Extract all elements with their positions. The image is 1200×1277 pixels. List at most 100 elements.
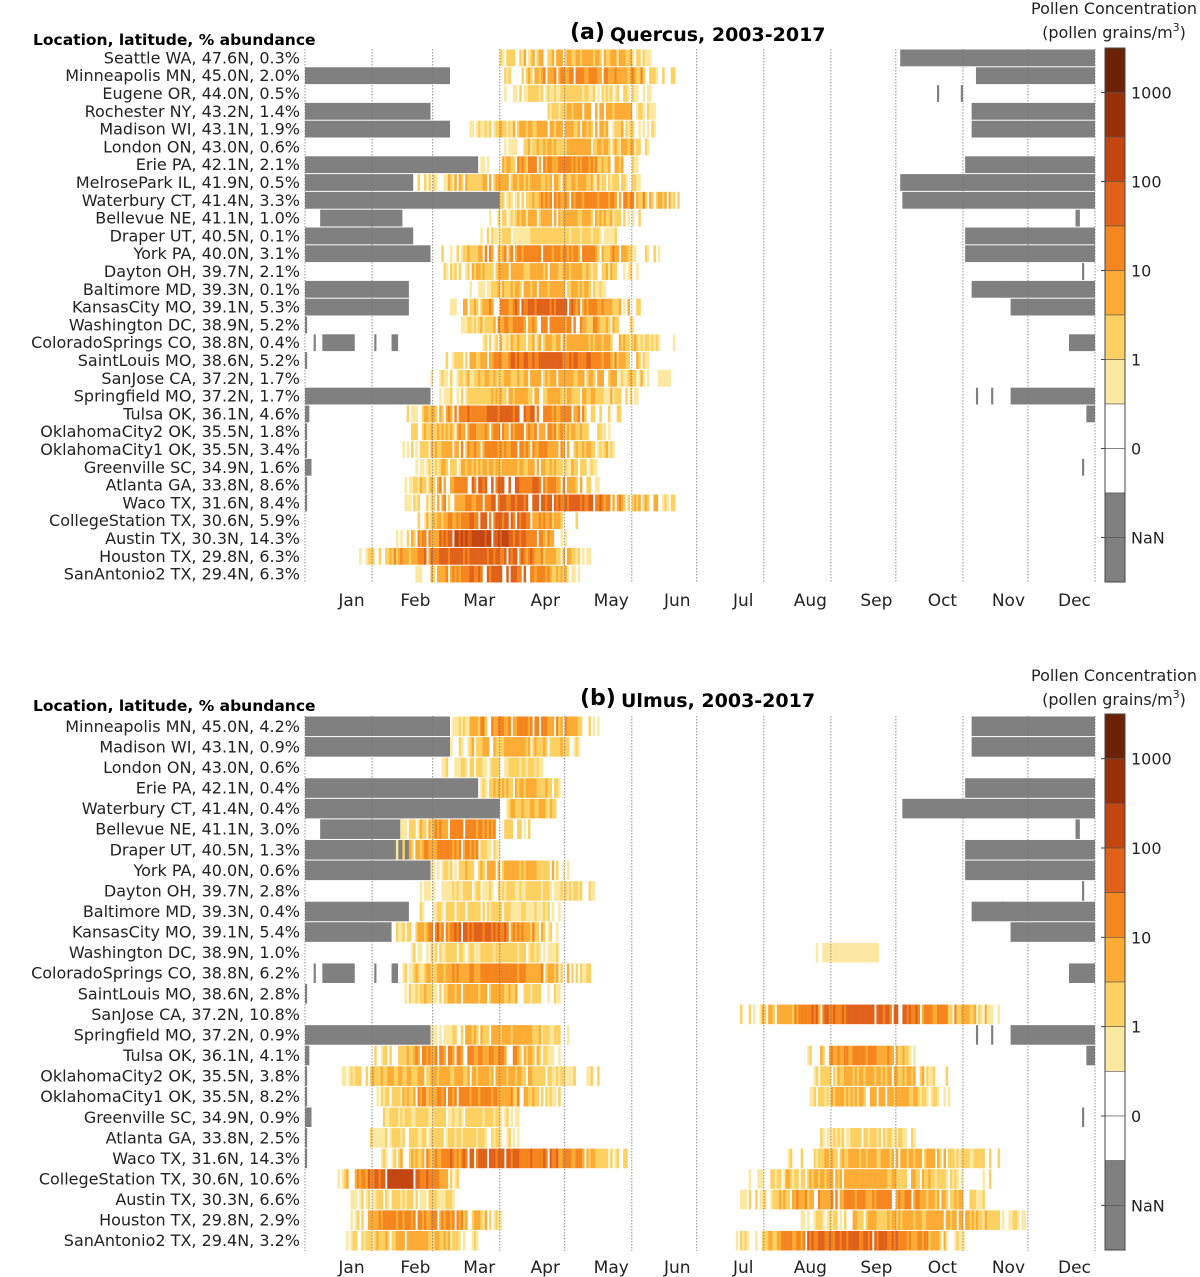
pollen-cell <box>846 1004 849 1025</box>
pollen-cell <box>506 174 509 191</box>
pollen-cell <box>592 174 596 191</box>
pollen-cell <box>902 1148 905 1169</box>
pollen-cell <box>527 530 531 547</box>
pollen-cell <box>551 316 555 334</box>
pollen-cell <box>467 316 470 334</box>
pollen-cell <box>636 102 639 120</box>
pollen-cell <box>456 1128 459 1148</box>
pollen-cell <box>863 1148 866 1169</box>
pollen-cell <box>512 1025 516 1045</box>
pollen-cell <box>973 1148 977 1169</box>
pollen-cell <box>495 334 498 352</box>
pollen-cell <box>387 1086 390 1107</box>
pollen-cell <box>547 245 550 263</box>
pollen-cell <box>495 547 498 565</box>
pollen-cell <box>439 1107 442 1128</box>
pollen-cell <box>631 49 635 67</box>
pollen-cell <box>441 530 444 547</box>
pollen-cell <box>434 1230 438 1251</box>
pollen-cell <box>597 67 600 85</box>
pollen-cell <box>755 1230 758 1251</box>
pollen-cell <box>458 839 462 860</box>
pollen-cell <box>798 1189 801 1210</box>
pollen-cell <box>512 49 516 67</box>
pollen-cell <box>553 85 557 102</box>
pollen-cell <box>817 1210 821 1230</box>
pollen-cell <box>571 174 574 191</box>
pollen-cell <box>525 67 529 85</box>
pollen-cell <box>469 819 472 839</box>
pollen-cell <box>540 85 544 102</box>
pollen-cell <box>486 1086 490 1107</box>
pollen-cell <box>564 716 568 737</box>
nan-cell <box>1010 387 1095 405</box>
pollen-cell <box>488 984 492 1004</box>
pollen-cell <box>627 369 630 387</box>
pollen-cell <box>478 174 481 191</box>
row-label: Greenville SC, 34.9N, 1.6% <box>84 458 300 477</box>
pollen-cell <box>421 1107 425 1128</box>
pollen-cell <box>569 458 572 476</box>
pollen-cell <box>512 798 516 819</box>
pollen-cell <box>432 1148 436 1169</box>
pollen-cell <box>497 280 501 298</box>
pollen-cell <box>447 1025 451 1045</box>
pollen-cell <box>915 1210 918 1230</box>
pollen-cell <box>491 441 494 458</box>
pollen-cell <box>579 1148 583 1169</box>
pollen-cell <box>902 1210 905 1230</box>
pollen-cell <box>560 245 563 263</box>
pollen-cell <box>463 1230 466 1251</box>
heatmap-row <box>305 716 1095 737</box>
pollen-cell <box>484 476 488 494</box>
pollen-cell <box>608 245 611 263</box>
pollen-cell <box>519 174 522 191</box>
pollen-cell <box>575 369 579 387</box>
pollen-cell <box>398 1148 401 1169</box>
pollen-cell <box>867 1066 871 1086</box>
pollen-cell <box>934 1189 938 1210</box>
pollen-cell <box>794 1189 797 1210</box>
month-tick-label: Sep <box>860 1258 892 1277</box>
pollen-cell <box>426 1066 429 1086</box>
pollen-cell <box>445 458 449 476</box>
pollen-cell <box>582 334 585 352</box>
pollen-cell <box>562 138 566 156</box>
nan-cell <box>305 839 414 860</box>
pollen-cell <box>523 547 527 565</box>
pollen-cell <box>525 120 529 138</box>
pollen-cell <box>921 1066 925 1086</box>
heatmap-row <box>411 942 879 963</box>
pollen-cell <box>850 1086 853 1107</box>
pollen-cell <box>441 922 444 942</box>
pollen-cell <box>588 547 591 565</box>
pollen-cell <box>603 191 607 209</box>
pollen-cell <box>584 156 587 174</box>
pollen-cell <box>484 405 488 423</box>
pollen-cell <box>815 1210 819 1230</box>
pollen-cell <box>395 547 399 565</box>
pollen-cell <box>549 156 553 174</box>
pollen-cell <box>623 67 626 85</box>
pollen-cell <box>608 102 611 120</box>
pollen-cell <box>458 1128 462 1148</box>
pollen-cell <box>530 757 533 778</box>
pollen-cell <box>662 494 665 512</box>
pollen-cell <box>469 512 472 530</box>
pollen-cell <box>469 963 472 983</box>
pollen-cell <box>536 757 540 778</box>
pollen-cell <box>575 245 579 263</box>
pollen-cell <box>478 494 481 512</box>
pollen-cell <box>952 1148 955 1169</box>
pollen-cell <box>413 1230 416 1251</box>
pollen-cell <box>495 737 498 757</box>
pollen-cell <box>599 191 602 209</box>
pollen-cell <box>885 1230 888 1251</box>
pollen-cell <box>776 1004 780 1025</box>
pollen-cell <box>646 85 650 102</box>
pollen-cell <box>835 1189 838 1210</box>
pollen-cell <box>465 922 468 942</box>
nan-cell <box>900 174 1095 191</box>
pollen-cell <box>530 67 533 85</box>
pollen-cell <box>458 1148 462 1169</box>
